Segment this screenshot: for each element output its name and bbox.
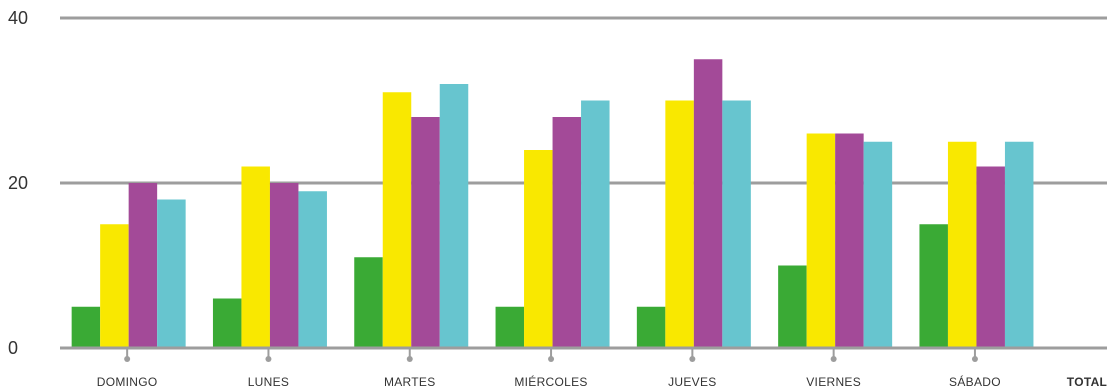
bar-sábado-series-3 xyxy=(976,166,1005,348)
bar-lunes-series-1 xyxy=(212,298,242,348)
x-tick-dot-6 xyxy=(971,356,978,362)
x-tick-label-6: SÁBADO xyxy=(949,374,1001,389)
bar-domingo-series-3 xyxy=(128,183,158,348)
bar-miércoles-series-2 xyxy=(524,150,553,348)
bar-martes-series-1 xyxy=(354,257,383,348)
x-tick-label-4: JUEVES xyxy=(668,375,716,389)
bar-lunes-series-3 xyxy=(269,183,299,348)
x-tick-dot-2 xyxy=(406,356,413,362)
y-tick-label-0: 0 xyxy=(8,338,18,358)
bar-lunes-series-2 xyxy=(241,166,270,348)
x-tick-label-3: MIÉRCOLES xyxy=(514,374,587,389)
bar-jueves-series-1 xyxy=(636,306,666,348)
bar-viernes-series-4 xyxy=(863,141,893,348)
bar-sábado-series-4 xyxy=(1004,141,1034,348)
bar-miércoles-series-3 xyxy=(552,117,582,348)
bar-viernes-series-3 xyxy=(835,133,864,348)
x-tick-dot-0 xyxy=(124,356,131,362)
bar-miércoles-series-4 xyxy=(581,100,610,348)
x-tick-label-2: MARTES xyxy=(384,375,436,389)
bar-domingo-series-4 xyxy=(157,199,186,348)
x-tick-label-5: VIERNES xyxy=(806,375,861,389)
bar-lunes-series-4 xyxy=(298,191,327,348)
bar-sábado-series-2 xyxy=(947,141,977,348)
bar-jueves-series-3 xyxy=(693,59,723,348)
bar-viernes-series-2 xyxy=(806,133,836,348)
x-tick-dot-3 xyxy=(548,356,555,362)
bar-martes-series-4 xyxy=(439,84,469,348)
x-tick-label-0: DOMINGO xyxy=(97,375,158,389)
bar-miércoles-series-1 xyxy=(495,306,525,348)
y-tick-label-40: 40 xyxy=(8,8,28,28)
bar-martes-series-3 xyxy=(411,117,440,348)
bar-viernes-series-1 xyxy=(778,265,807,348)
y-tick-label-20: 20 xyxy=(8,173,28,193)
x-tick-dot-1 xyxy=(265,356,272,362)
bar-martes-series-2 xyxy=(382,92,412,348)
x-tick-dot-4 xyxy=(689,356,696,362)
x-tick-dot-5 xyxy=(830,356,837,362)
x-tick-label-7: TOTAL xyxy=(1067,375,1107,389)
bar-jueves-series-2 xyxy=(665,100,694,348)
x-tick-label-1: LUNES xyxy=(248,375,290,389)
bar-jueves-series-4 xyxy=(722,100,751,348)
bar-sábado-series-1 xyxy=(919,224,948,348)
bar-domingo-series-1 xyxy=(71,306,101,348)
bar-domingo-series-2 xyxy=(100,224,129,348)
